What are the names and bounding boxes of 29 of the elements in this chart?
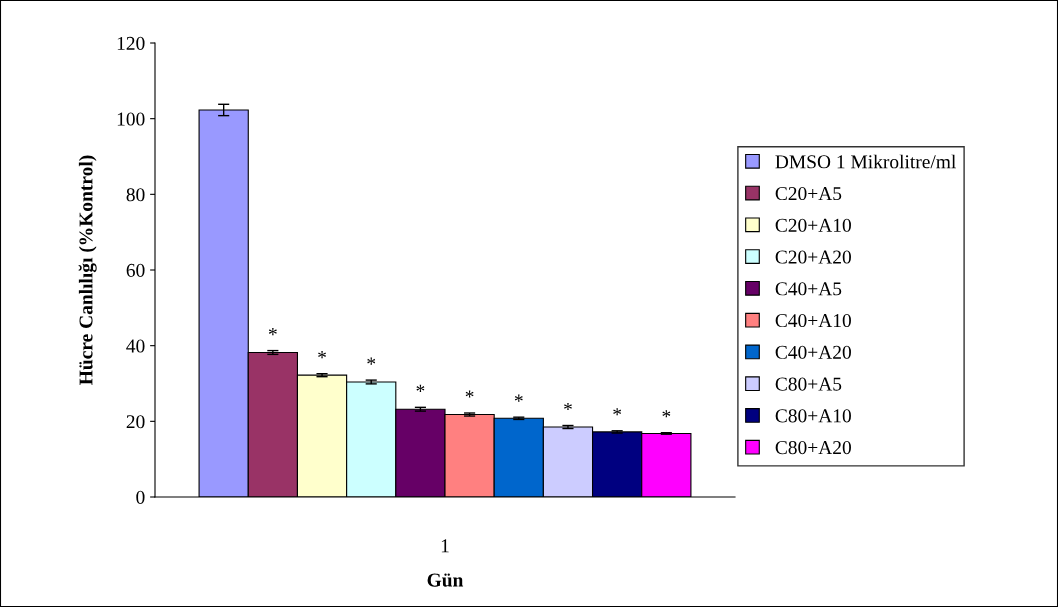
data-label: * <box>662 410 671 418</box>
legend-label: C80+A5 <box>775 377 842 391</box>
x-axis-title: Gün <box>427 573 464 587</box>
y-tick-label: 100 <box>117 112 145 126</box>
y-tick-label: 120 <box>117 36 145 50</box>
data-label: * <box>564 402 572 411</box>
y-tick-label: 20 <box>126 415 145 429</box>
legend-label: DMSO 1 Mikrolitre/ml <box>775 154 956 169</box>
y-tick-label: 0 <box>136 490 145 504</box>
legend-label: C20+A10 <box>775 218 851 232</box>
data-label: * <box>465 390 474 398</box>
y-tick-label: 60 <box>126 263 145 277</box>
data-label: * <box>318 351 326 359</box>
data-label: * <box>268 328 277 336</box>
legend-label: C20+A20 <box>775 250 851 264</box>
data-label: * <box>514 394 523 402</box>
x-tick-label: 1 <box>441 539 449 553</box>
y-axis-title: Hücre Canlılığı (%Kontrol) <box>78 155 97 385</box>
y-tick-label: 40 <box>126 339 145 353</box>
y-tick-label: 80 <box>126 188 145 202</box>
legend-label: C40+A10 <box>775 314 851 328</box>
legend-label: C80+A10 <box>775 409 851 423</box>
legend-label: C40+A5 <box>775 282 842 296</box>
legend-label: C20+A5 <box>775 186 842 201</box>
data-label: * <box>416 384 425 392</box>
legend-label: C80+A20 <box>775 441 851 455</box>
legend-label: C40+A20 <box>775 345 851 359</box>
data-label: * <box>367 357 376 365</box>
data-label: * <box>613 408 622 416</box>
